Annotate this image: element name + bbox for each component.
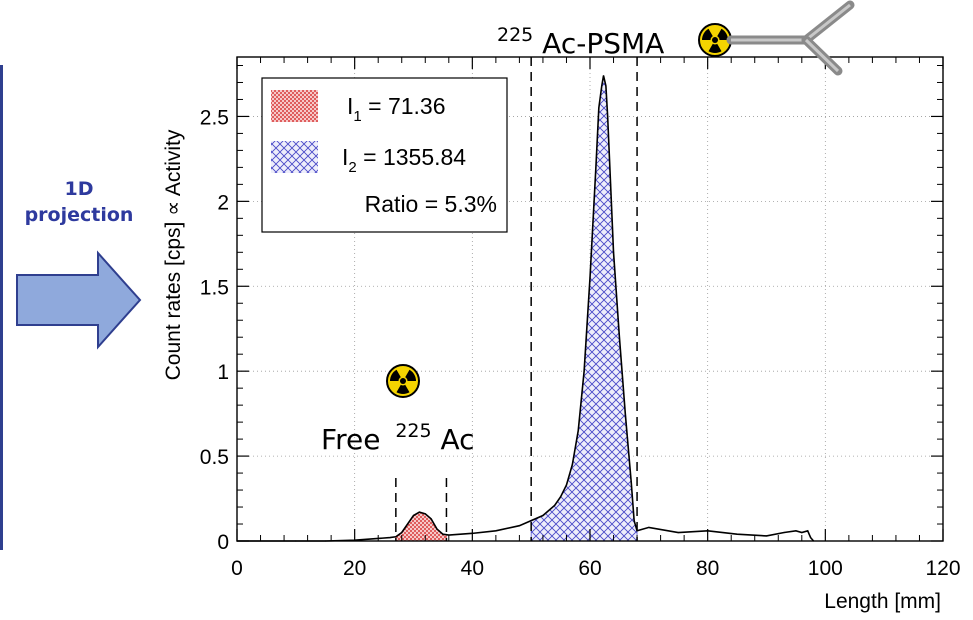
x-tick-label: 0 xyxy=(231,557,243,580)
data-point xyxy=(765,535,768,537)
data-point xyxy=(595,166,597,168)
data-point xyxy=(424,513,426,515)
data-point xyxy=(612,251,615,253)
right-arrow-icon xyxy=(16,250,142,350)
data-point xyxy=(401,531,403,534)
y-axis-label: Count rates [cps] ∝ Activity xyxy=(162,129,185,380)
data-point xyxy=(607,115,609,118)
x-tick-label: 60 xyxy=(578,557,601,580)
antibody-icon xyxy=(726,0,855,76)
projection-label: 1D projection xyxy=(10,176,148,228)
data-point xyxy=(407,523,409,525)
data-point xyxy=(810,537,812,539)
x-tick-label: 120 xyxy=(925,557,960,580)
chart-dashed-lines xyxy=(395,57,638,541)
legend-swatch-i1 xyxy=(271,90,318,122)
data-point xyxy=(630,480,632,483)
radiation-icon xyxy=(386,364,420,398)
region-i2 xyxy=(530,75,638,542)
data-point xyxy=(633,520,635,522)
x-tick-label: 20 xyxy=(343,557,366,580)
data-point xyxy=(636,530,638,532)
data-point xyxy=(554,504,556,506)
x-tick-label: 80 xyxy=(696,557,719,580)
data-point xyxy=(530,520,532,522)
data-point xyxy=(495,530,497,532)
data-point xyxy=(565,484,568,486)
data-point xyxy=(442,533,444,535)
data-point xyxy=(389,537,391,539)
data-point xyxy=(459,533,462,535)
data-point xyxy=(395,536,397,538)
y-tick-label: 0.5 xyxy=(200,446,229,469)
data-point xyxy=(589,277,591,279)
data-point xyxy=(559,496,562,498)
series-line xyxy=(237,75,815,542)
projection-label-line2: projection xyxy=(24,204,134,226)
y-tick-label: 2.5 xyxy=(200,106,229,129)
data-point xyxy=(542,514,544,517)
projection-label-line1: 1D xyxy=(64,178,94,200)
psma-label: 225 Ac-PSMA xyxy=(497,15,664,60)
data-point xyxy=(583,370,585,372)
y-tick-label: 1.5 xyxy=(200,276,229,299)
data-point xyxy=(795,530,797,532)
data-point xyxy=(648,526,650,529)
y-tick-label: 0 xyxy=(217,531,229,554)
legend: I1 = 71.36 I2 = 1355.84 Ratio = 5.3% xyxy=(261,77,508,233)
x-tick-label: 40 xyxy=(461,557,484,580)
x-tick-label: 100 xyxy=(808,557,843,580)
data-point xyxy=(801,531,803,534)
data-point xyxy=(609,183,612,185)
y-tick-label: 1 xyxy=(217,361,229,384)
side-panel-border xyxy=(0,65,3,550)
data-point xyxy=(571,463,573,466)
data-point xyxy=(418,511,420,513)
chart-ticks: 0 20 40 60 80 100 120 0 0.5 1 1.5 2 2.5 xyxy=(200,57,961,580)
legend-entry-ratio: Ratio = 5.3% xyxy=(365,191,497,217)
radiation-icon-psma xyxy=(698,23,732,57)
legend-entry-i1: I1 = 71.36 xyxy=(347,93,446,125)
data-point xyxy=(365,538,368,540)
legend-entry-i2: I2 = 1355.84 xyxy=(342,144,466,176)
data-point xyxy=(677,531,679,534)
data-point xyxy=(624,413,626,415)
data-point xyxy=(618,336,621,338)
data-point xyxy=(577,430,579,432)
data-point xyxy=(412,514,415,517)
data-point xyxy=(518,525,521,527)
data-point xyxy=(602,75,605,77)
data-point xyxy=(598,107,600,109)
data-point xyxy=(736,533,738,535)
data-point xyxy=(430,518,432,520)
x-axis-label: Length [mm] xyxy=(824,590,941,613)
region-i1 xyxy=(395,511,447,542)
free-ac-label: Free 225 Ac xyxy=(321,411,475,456)
data-point xyxy=(783,531,785,534)
y-tick-label: 2 xyxy=(217,191,229,214)
data-point xyxy=(605,85,607,87)
legend-swatch-i2 xyxy=(271,141,318,173)
data-point xyxy=(436,528,438,530)
data-point xyxy=(601,85,603,87)
data-point xyxy=(807,530,809,532)
